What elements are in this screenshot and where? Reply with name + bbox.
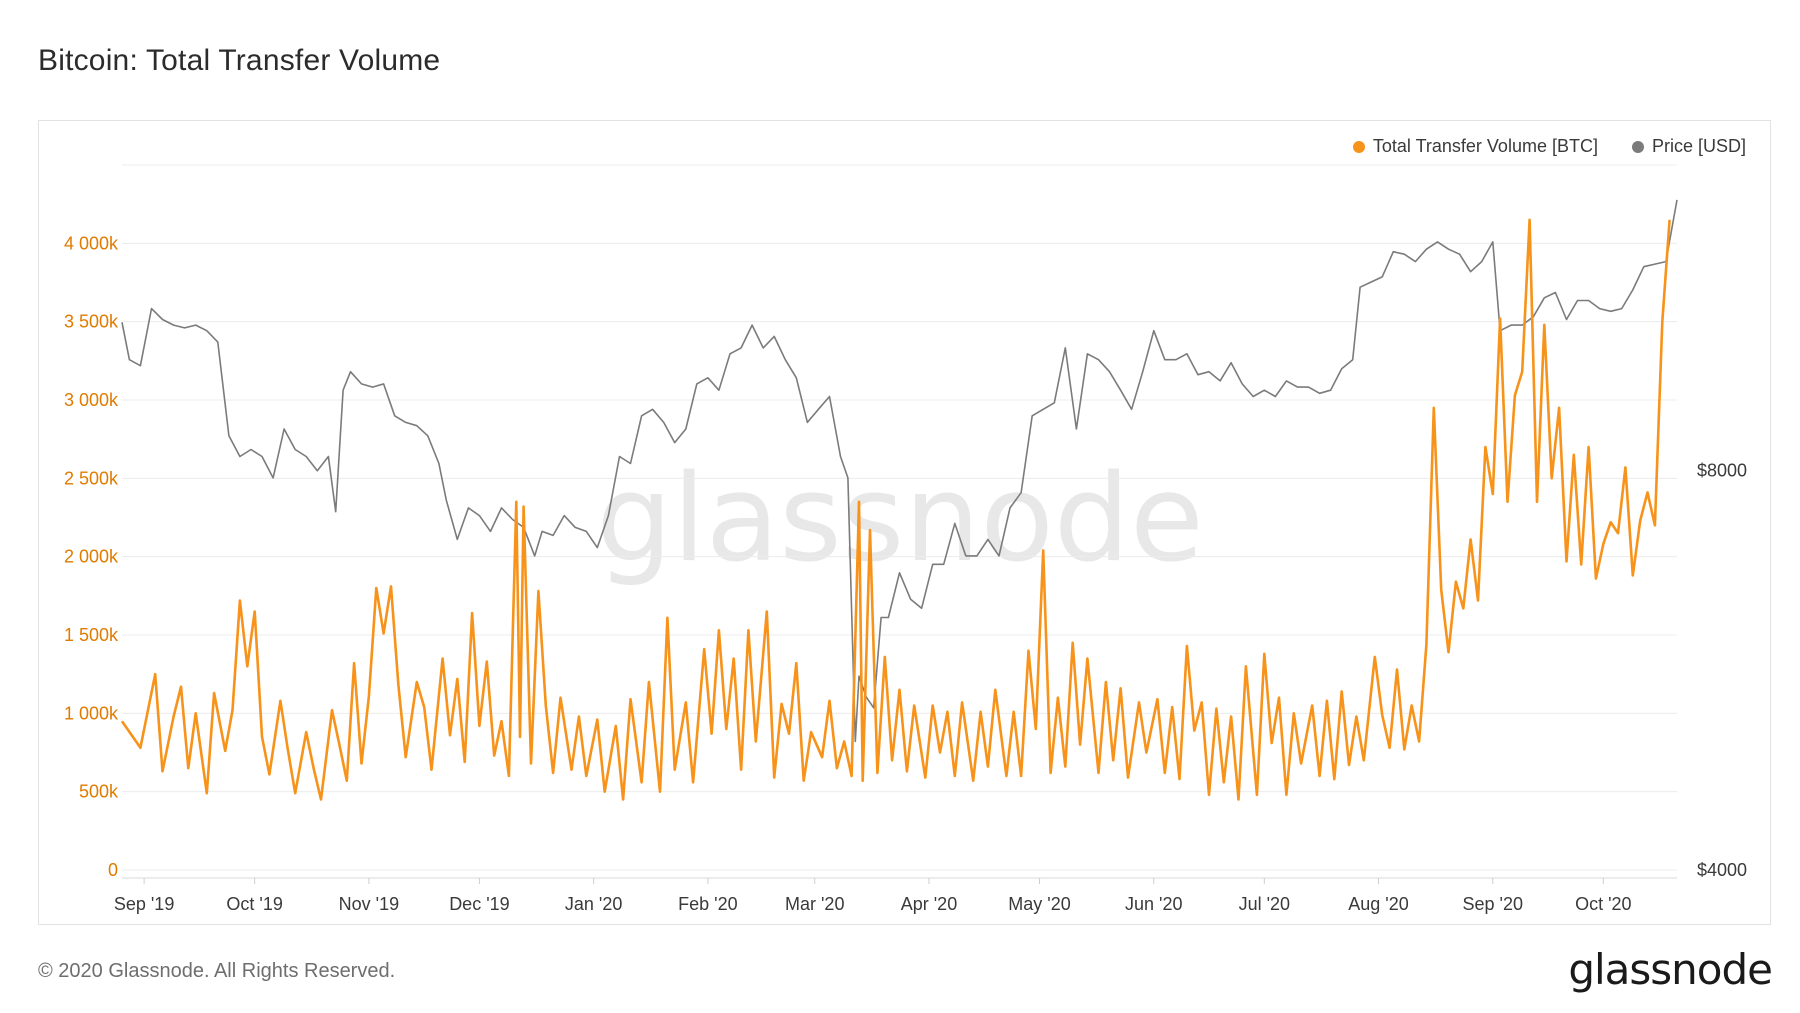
x-tick-label: Sep '20 (1463, 894, 1524, 914)
y-right-tick-label: $8000 (1697, 461, 1747, 481)
x-tick-label: Oct '20 (1575, 894, 1631, 914)
x-tick-label: Apr '20 (901, 894, 957, 914)
x-tick-label: Jul '20 (1239, 894, 1290, 914)
x-tick-label: Dec '19 (449, 894, 509, 914)
grid-layer (122, 164, 1677, 871)
y-left-tick-label: 4 000k (64, 233, 119, 253)
chart-legend: Total Transfer Volume [BTC] Price [USD] (1352, 136, 1746, 157)
y-left-tick-label: 0 (108, 860, 118, 880)
legend-item-volume[interactable]: Total Transfer Volume [BTC] (1352, 136, 1598, 157)
price-series (121, 199, 1678, 743)
volume-line (120, 218, 1671, 801)
volume-series (120, 218, 1671, 801)
x-tick-label: Aug '20 (1348, 894, 1409, 914)
y-left-tick-label: 2 000k (64, 547, 119, 567)
legend-label-price: Price [USD] (1651, 136, 1746, 156)
x-tick-label: Mar '20 (785, 894, 844, 914)
price-line (121, 199, 1678, 743)
x-tick-label: Jun '20 (1125, 894, 1182, 914)
y-axis-left: 0 500k 1 000k 1 500k 2 000k 2 500k 3 000k 3 500… (64, 233, 119, 880)
y-left-tick-label: 500k (79, 782, 119, 802)
x-tick-label: Nov '19 (339, 894, 399, 914)
x-tick-label: Oct '19 (226, 894, 282, 914)
page-title: Bitcoin: Total Transfer Volume (38, 44, 441, 77)
y-left-tick-label: 1 500k (64, 625, 119, 645)
footer-logo[interactable]: glassnode (1568, 945, 1773, 994)
y-left-tick-label: 1 000k (64, 703, 119, 723)
x-tick-label: Sep '19 (114, 894, 175, 914)
footer-copyright: © 2020 Glassnode. All Rights Reserved. (38, 960, 396, 982)
legend-dot-price (1631, 140, 1644, 153)
y-left-tick-label: 3 000k (64, 390, 119, 410)
legend-item-price[interactable]: Price [USD] (1631, 136, 1746, 157)
x-axis: Sep '19 Oct '19 Nov '19 Dec '19 Jan '20 Feb '… (114, 877, 1677, 914)
x-tick-label: Feb '20 (678, 894, 737, 914)
y-left-tick-label: 3 500k (64, 312, 119, 332)
x-tick-label: May '20 (1008, 894, 1070, 914)
y-right-tick-label: $4000 (1697, 860, 1747, 880)
legend-label-volume: Total Transfer Volume [BTC] (1372, 136, 1598, 156)
x-tick-label: Jan '20 (565, 894, 622, 914)
watermark: glassnode (596, 450, 1204, 589)
legend-dot-volume (1352, 140, 1365, 153)
y-axis-right: $4000 $8000 (1697, 461, 1747, 880)
y-left-tick-label: 2 500k (64, 468, 119, 488)
